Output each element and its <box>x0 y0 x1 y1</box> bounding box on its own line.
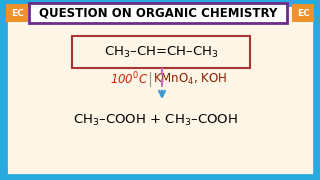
Text: QUESTION ON ORGANIC CHEMISTRY: QUESTION ON ORGANIC CHEMISTRY <box>39 6 277 19</box>
FancyBboxPatch shape <box>6 5 314 175</box>
Text: CH$_3$–COOH + CH$_3$–COOH: CH$_3$–COOH + CH$_3$–COOH <box>73 112 237 128</box>
Text: KMnO$_4$, KOH: KMnO$_4$, KOH <box>153 71 227 87</box>
Text: EC: EC <box>297 8 309 17</box>
FancyBboxPatch shape <box>292 4 314 22</box>
Text: CH$_3$–CH=CH–CH$_3$: CH$_3$–CH=CH–CH$_3$ <box>104 44 219 60</box>
FancyBboxPatch shape <box>72 36 250 68</box>
FancyBboxPatch shape <box>6 4 28 22</box>
Text: 100$^0$C: 100$^0$C <box>110 71 148 87</box>
FancyBboxPatch shape <box>29 3 287 23</box>
Text: EC: EC <box>11 8 23 17</box>
